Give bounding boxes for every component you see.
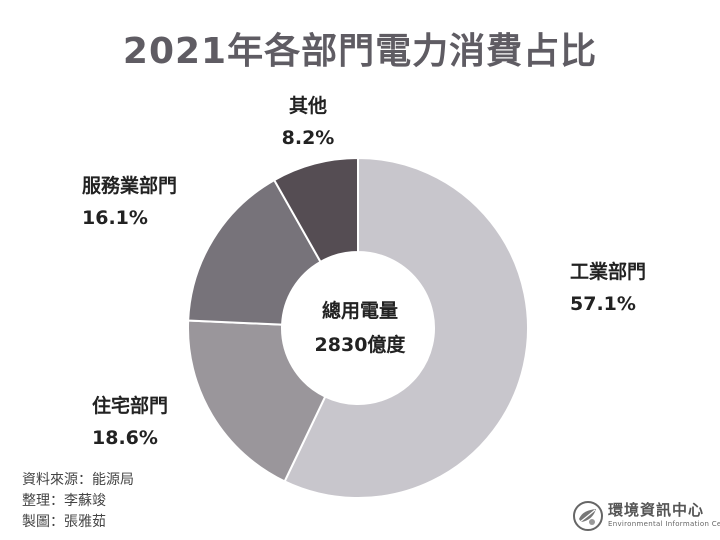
globe-leaf-icon — [573, 501, 603, 531]
slice-label-industrial-percent: 57.1% — [570, 293, 636, 315]
donut-center-value: 2830億度 — [314, 334, 406, 356]
credits: 資料來源：能源局 整理：李蘇竣 製圖：張雅茹 — [22, 470, 134, 533]
slice-label-industrial-name: 工業部門 — [570, 261, 647, 283]
slice-label-other-percent: 8.2% — [281, 127, 335, 149]
slice-label-service-name: 服務業部門 — [82, 175, 178, 197]
slice-label-residential-percent: 18.6% — [92, 427, 158, 449]
slice-label-industrial: 工業部門 57.1% — [570, 256, 646, 320]
slice-label-service: 服務業部門 16.1% — [82, 170, 177, 234]
credit-designer: 製圖：張雅茹 — [22, 514, 106, 530]
slice-label-other-name: 其他 — [288, 95, 327, 117]
slice-label-residential: 住宅部門 18.6% — [92, 390, 168, 454]
slice-residential — [187, 319, 327, 483]
logo-name: 環境資訊中心 — [608, 501, 705, 519]
slice-other — [272, 156, 359, 264]
slice-label-residential-name: 住宅部門 — [92, 395, 169, 417]
organization-logo: 環境資訊中心 Environmental Information Center — [572, 498, 720, 534]
slice-label-service-percent: 16.1% — [82, 207, 148, 229]
credit-editor: 整理：李蘇竣 — [22, 493, 106, 509]
slice-service — [187, 178, 322, 326]
donut-center-title: 總用電量 — [321, 300, 398, 322]
logo-subtitle: Environmental Information Center — [608, 520, 720, 528]
slice-industrial — [283, 156, 529, 499]
chart-title: 2021年各部門電力消費占比 — [122, 31, 598, 72]
slice-label-other: 其他 8.2% — [278, 90, 338, 154]
credit-source: 資料來源：能源局 — [22, 472, 134, 488]
